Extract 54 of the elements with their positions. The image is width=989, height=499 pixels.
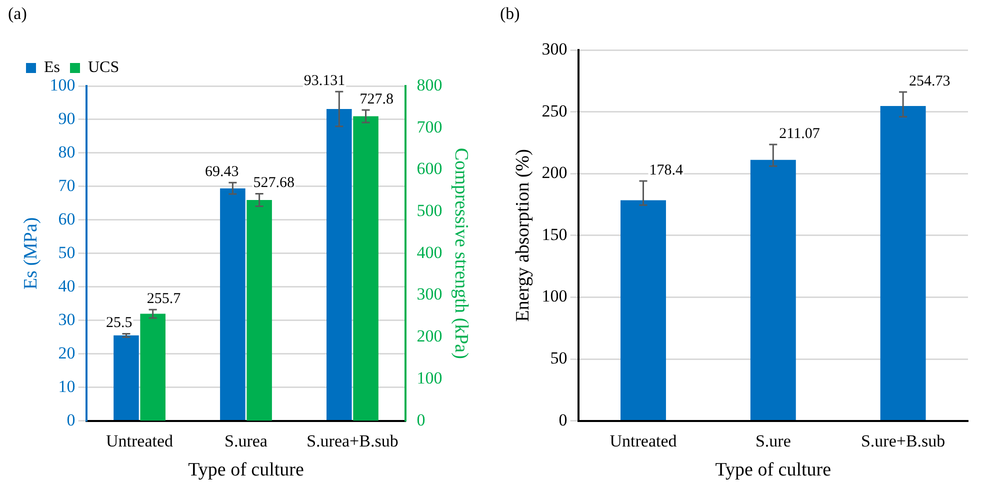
bar (880, 106, 926, 420)
text: (a) (8, 4, 27, 24)
x-axis-title: Type of culture (188, 460, 304, 481)
bar (750, 160, 796, 420)
y-tick-label: 50 (550, 348, 568, 368)
data-label: 93.131 (304, 73, 346, 90)
y-tick-label: 200 (542, 163, 568, 182)
data-label: 727.8 (360, 91, 394, 108)
y-tick-label: 70 (58, 176, 76, 195)
data-label: 254.73 (909, 73, 950, 90)
data-label: 69.43 (204, 164, 239, 180)
y-tick-label: 300 (542, 39, 568, 58)
y-tick-label: 150 (542, 224, 568, 244)
y-tick-label: 90 (58, 108, 76, 128)
data-label: 25.5 (106, 315, 132, 332)
y-tick-label: 30 (58, 310, 76, 329)
x-axis-title: Type of culture (715, 460, 832, 481)
y-axis-title: Energy absorption (%) (512, 149, 534, 322)
data-label: 527.68 (253, 175, 295, 192)
y-tick-label: 10 (58, 376, 76, 396)
x-tick-label: Untreated (610, 431, 678, 450)
bar (620, 200, 666, 420)
y2-tick-label: 800 (416, 75, 442, 94)
y-axis-title: Es (MPa) (20, 217, 42, 290)
y-tick-label: 20 (58, 343, 76, 362)
x-tick-label: S.ure (755, 431, 791, 450)
y2-tick-label: 100 (416, 368, 442, 388)
y-tick-label: 100 (542, 286, 568, 306)
data-label: 178.4 (649, 162, 684, 178)
data-label: 211.07 (779, 126, 820, 142)
x-tick-label: S.urea+B.sub (306, 431, 398, 450)
y-tick-label: 40 (58, 276, 76, 296)
y-tick-label: 50 (58, 242, 76, 262)
y2-tick-label: 200 (416, 326, 442, 346)
y-tick-label: 0 (66, 410, 76, 430)
y-tick-label: 0 (558, 410, 568, 430)
y-tick-label: 60 (58, 209, 76, 228)
y2-tick-label: 0 (416, 410, 426, 430)
data-label: 255.7 (146, 291, 182, 308)
x-tick-label: S.urea (224, 431, 268, 450)
y2-tick-label: 300 (416, 284, 442, 304)
legend-label: UCS (88, 59, 120, 76)
x-tick-label: S.ure+B.sub (860, 431, 946, 450)
y2-axis-title: Compressive strength (kPa) (450, 148, 472, 359)
y2-tick-label: 500 (416, 201, 442, 220)
y2-tick-label: 400 (416, 242, 442, 262)
y-tick-label: 100 (50, 75, 76, 94)
y-tick-label: 80 (58, 142, 76, 162)
text: (b) (500, 4, 520, 24)
y2-tick-label: 700 (416, 117, 442, 136)
y-tick-label: 250 (542, 101, 568, 120)
x-tick-label: Untreated (106, 431, 174, 450)
y2-tick-label: 600 (416, 159, 442, 178)
legend-label: Es (44, 59, 60, 76)
